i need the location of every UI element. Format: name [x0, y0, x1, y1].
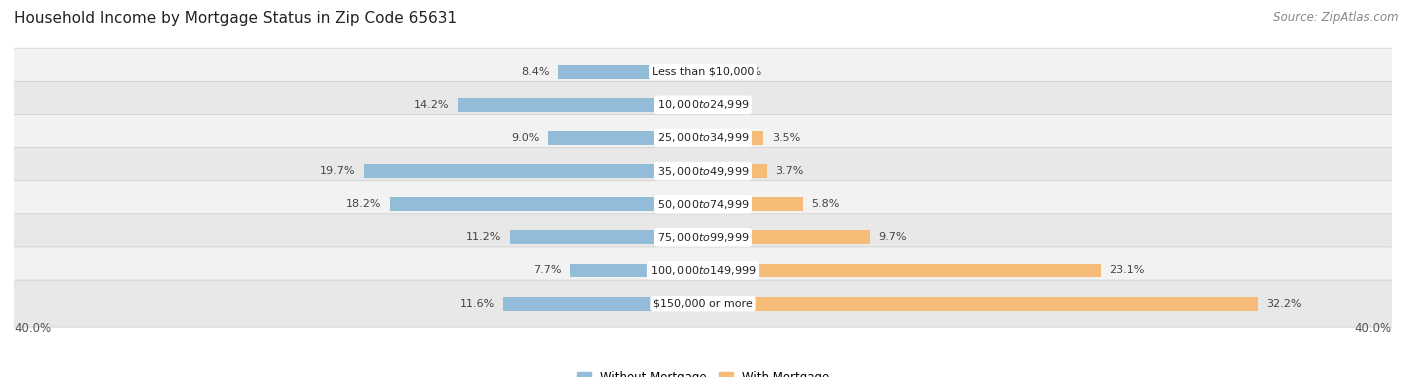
Text: $35,000 to $49,999: $35,000 to $49,999	[657, 165, 749, 178]
Bar	[703, 164, 766, 178]
FancyBboxPatch shape	[8, 48, 1398, 95]
Text: 3.7%: 3.7%	[775, 166, 804, 176]
Bar	[703, 230, 870, 244]
Bar	[548, 131, 703, 145]
Text: 40.0%: 40.0%	[14, 322, 51, 335]
Text: 40.0%: 40.0%	[1355, 322, 1392, 335]
Text: Less than $10,000: Less than $10,000	[652, 67, 754, 77]
Text: Household Income by Mortgage Status in Zip Code 65631: Household Income by Mortgage Status in Z…	[14, 11, 457, 26]
Text: 9.7%: 9.7%	[879, 232, 907, 242]
Text: 14.2%: 14.2%	[415, 100, 450, 110]
Text: 0.0%: 0.0%	[711, 100, 740, 110]
Text: Source: ZipAtlas.com: Source: ZipAtlas.com	[1274, 11, 1399, 24]
Text: 5.8%: 5.8%	[811, 199, 839, 209]
Text: 11.2%: 11.2%	[467, 232, 502, 242]
Bar	[558, 65, 703, 79]
Bar	[389, 197, 703, 211]
Bar	[364, 164, 703, 178]
Text: 8.4%: 8.4%	[522, 67, 550, 77]
Text: $75,000 to $99,999: $75,000 to $99,999	[657, 231, 749, 244]
Bar	[503, 297, 703, 311]
Bar	[510, 230, 703, 244]
Text: 18.2%: 18.2%	[346, 199, 381, 209]
Text: $150,000 or more: $150,000 or more	[654, 299, 752, 309]
FancyBboxPatch shape	[8, 181, 1398, 228]
Text: 3.5%: 3.5%	[772, 133, 800, 143]
Text: 9.0%: 9.0%	[510, 133, 540, 143]
FancyBboxPatch shape	[8, 214, 1398, 261]
Legend: Without Mortgage, With Mortgage: Without Mortgage, With Mortgage	[572, 366, 834, 377]
Text: 32.2%: 32.2%	[1267, 299, 1302, 309]
Bar	[703, 264, 1101, 277]
FancyBboxPatch shape	[8, 147, 1398, 195]
Text: $100,000 to $149,999: $100,000 to $149,999	[650, 264, 756, 277]
FancyBboxPatch shape	[8, 115, 1398, 161]
Text: $10,000 to $24,999: $10,000 to $24,999	[657, 98, 749, 111]
Bar	[571, 264, 703, 277]
Text: $50,000 to $74,999: $50,000 to $74,999	[657, 198, 749, 211]
Text: 23.1%: 23.1%	[1109, 265, 1144, 276]
FancyBboxPatch shape	[8, 247, 1398, 294]
Text: 11.6%: 11.6%	[460, 299, 495, 309]
Bar	[458, 98, 703, 112]
Bar	[703, 197, 803, 211]
Text: $25,000 to $34,999: $25,000 to $34,999	[657, 132, 749, 144]
Bar	[703, 297, 1257, 311]
Bar	[703, 65, 725, 79]
Text: 1.3%: 1.3%	[734, 67, 762, 77]
Text: 7.7%: 7.7%	[533, 265, 562, 276]
Bar	[703, 131, 763, 145]
FancyBboxPatch shape	[8, 280, 1398, 327]
FancyBboxPatch shape	[8, 81, 1398, 129]
Text: 19.7%: 19.7%	[319, 166, 356, 176]
